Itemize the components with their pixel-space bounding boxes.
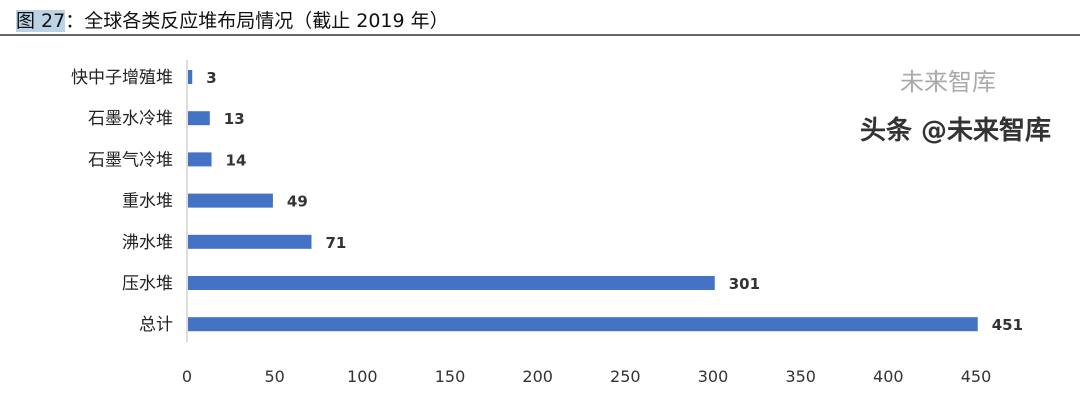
category-label: 重水堆 (122, 192, 173, 212)
figure-number: 图 27 (16, 10, 66, 32)
bar (188, 111, 210, 126)
data-label: 301 (729, 275, 760, 293)
data-label: 71 (325, 234, 346, 252)
category-label: 沸水堆 (122, 233, 173, 253)
watermark-top: 未来智库 (900, 68, 996, 96)
x-tick-label: 200 (522, 367, 553, 386)
data-label: 49 (287, 193, 308, 211)
x-tick-label: 50 (264, 367, 284, 386)
figure-caption: ：全球各类反应堆布局情况（截止 2019 年） (65, 10, 449, 32)
bar (188, 152, 212, 167)
data-label: 13 (224, 110, 245, 128)
bar (188, 193, 273, 208)
data-label: 3 (206, 69, 216, 87)
bar (188, 70, 193, 84)
bar (188, 276, 715, 290)
category-label: 石墨水冷堆 (88, 109, 173, 129)
x-tick-label: 250 (610, 367, 641, 386)
x-tick-label: 400 (873, 367, 904, 386)
category-label: 石墨气冷堆 (88, 150, 173, 170)
bar (188, 317, 978, 332)
data-label: 14 (226, 151, 247, 169)
watermark-bottom: 头条 @未来智库 (860, 116, 1052, 146)
x-tick-label: 150 (435, 367, 466, 386)
x-tick-label: 300 (698, 367, 729, 386)
category-label: 压水堆 (122, 274, 173, 294)
x-tick-label: 100 (347, 367, 378, 386)
x-tick-label: 0 (182, 367, 192, 386)
data-label: 451 (992, 316, 1023, 334)
category-label: 快中子增殖堆 (71, 68, 173, 88)
category-label: 总计 (139, 315, 173, 335)
x-tick-label: 350 (785, 367, 816, 386)
bar (188, 234, 312, 249)
title-rule (0, 34, 1080, 36)
figure-title: 图 27：全球各类反应堆布局情况（截止 2019 年） (16, 6, 449, 33)
x-tick-label: 450 (961, 367, 992, 386)
